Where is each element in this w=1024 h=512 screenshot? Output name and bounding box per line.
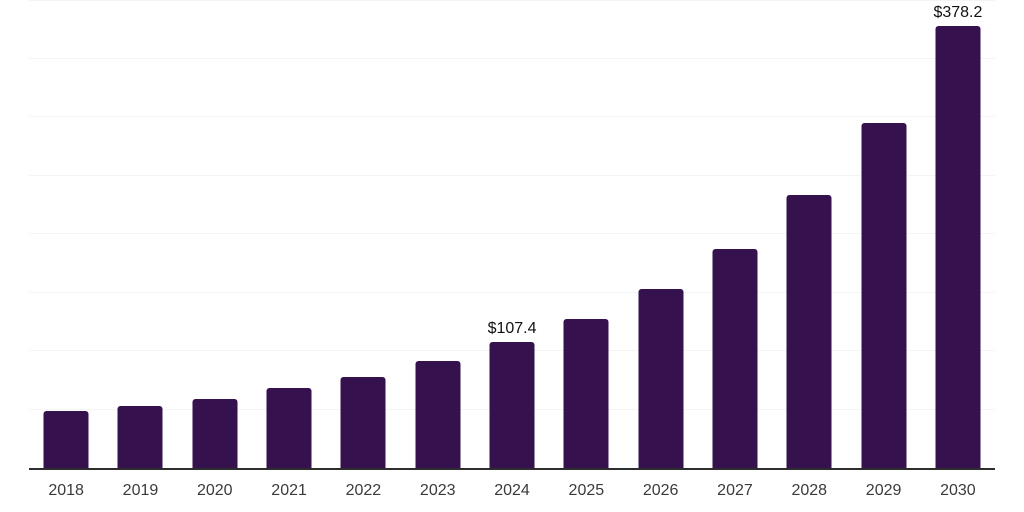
bar-2019: [117, 405, 163, 468]
bar-band-2026: [624, 0, 698, 468]
bar-2018: [43, 410, 89, 468]
x-tick-2021: 2021: [271, 482, 307, 499]
bar-2030: [935, 25, 981, 468]
bars: $107.4 $378.2: [29, 0, 995, 468]
x-tick-2028: 2028: [791, 482, 828, 499]
bar-2023: [415, 361, 461, 468]
bar-2028: [786, 194, 832, 468]
bar-band-2027: [698, 0, 772, 468]
gridline-300: [29, 116, 995, 117]
gridline-350: [29, 57, 995, 59]
bar-band-2030: $378.2: [921, 0, 995, 468]
bar-band-2023: [401, 0, 475, 468]
bar-2021: [266, 388, 312, 468]
x-tick-2027: 2027: [717, 482, 753, 499]
bar-2026: [638, 289, 684, 468]
x-tick-2026: 2026: [642, 482, 679, 499]
value-label-2024: $107.4: [487, 320, 537, 338]
bar-2022: [340, 376, 386, 468]
bar-2020: [192, 398, 238, 468]
bar-band-2029: [846, 0, 920, 468]
x-tick-2019: 2019: [122, 482, 159, 499]
bar-band-2018: [29, 0, 103, 468]
x-tick-2024: 2024: [494, 482, 530, 499]
x-tick-2020: 2020: [196, 482, 233, 499]
x-tick-2029: 2029: [865, 482, 902, 499]
x-tick-2023: 2023: [419, 482, 456, 499]
bar-band-2019: [103, 0, 177, 468]
bar-band-2020: [178, 0, 252, 468]
gridline-200: [29, 233, 995, 234]
bar-2025: [563, 319, 609, 468]
bar-band-2025: [549, 0, 623, 468]
bar-2024: [489, 342, 535, 468]
bar-band-2028: [772, 0, 846, 468]
bar-2027: [712, 248, 758, 468]
gridline-400: [29, 0, 995, 1]
bar-band-2021: [252, 0, 326, 468]
x-tick-2030: 2030: [940, 482, 976, 499]
gridline-250: [29, 174, 995, 176]
x-axis-labels: 2018 2019 2020 2021 2022 2023 2024 2025 2026 2027…: [29, 481, 995, 501]
x-tick-2022: 2022: [345, 482, 382, 499]
gridline-150: [29, 291, 995, 293]
plot-area: $107.4 $378.2: [29, 0, 995, 470]
bar-2029: [861, 122, 907, 468]
bar-band-2022: [326, 0, 400, 468]
x-tick-2025: 2025: [568, 482, 605, 499]
value-label-2030: $378.2: [933, 3, 983, 21]
bar-band-2024: $107.4: [475, 0, 549, 468]
x-tick-2018: 2018: [48, 482, 84, 499]
